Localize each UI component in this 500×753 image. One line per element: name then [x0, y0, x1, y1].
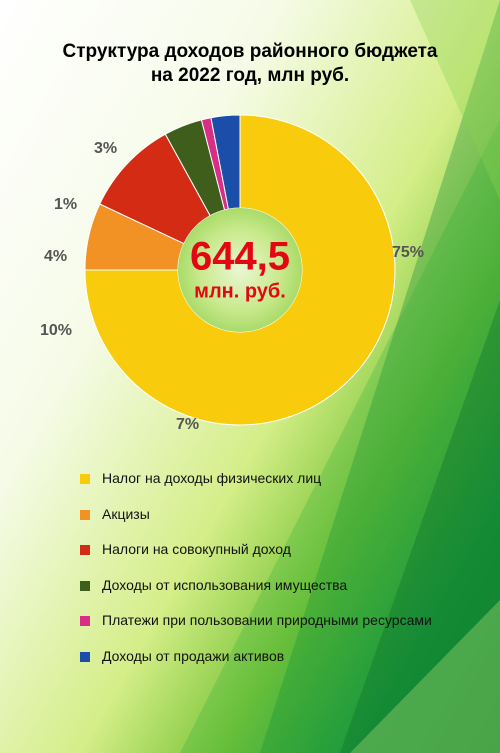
legend-label: Налоги на совокупный доход	[102, 541, 291, 559]
pct-label: 7%	[176, 416, 199, 434]
legend-label: Налог на доходы физических лиц	[102, 470, 321, 488]
pct-label: 75%	[392, 244, 424, 262]
legend-swatch	[80, 652, 90, 662]
pct-label: 4%	[44, 248, 67, 266]
legend-item: Доходы от продажи активов	[80, 648, 460, 666]
pct-label: 3%	[94, 140, 117, 158]
center-unit: млн. руб.	[190, 281, 290, 304]
legend-label: Платежи при пользовании природными ресур…	[102, 612, 432, 630]
legend-item: Акцизы	[80, 506, 460, 524]
legend-swatch	[80, 510, 90, 520]
title-line2: на 2022 год, млн руб.	[151, 65, 349, 86]
donut-chart: 644,5 млн. руб.	[70, 100, 410, 440]
legend-label: Акцизы	[102, 506, 150, 524]
legend-item: Доходы от использования имущества	[80, 577, 460, 595]
legend-item: Налоги на совокупный доход	[80, 541, 460, 559]
legend-swatch	[80, 616, 90, 626]
center-value: 644,5	[190, 237, 290, 277]
pct-label: 1%	[54, 196, 77, 214]
legend-item: Платежи при пользовании природными ресур…	[80, 612, 460, 630]
chart-title: Структура доходов районного бюджета на 2…	[0, 40, 500, 88]
legend-swatch	[80, 474, 90, 484]
title-line1: Структура доходов районного бюджета	[62, 41, 437, 62]
legend-swatch	[80, 545, 90, 555]
legend-label: Доходы от продажи активов	[102, 648, 284, 666]
legend-item: Налог на доходы физических лиц	[80, 470, 460, 488]
legend: Налог на доходы физических лиц Акцизы Нало…	[80, 470, 460, 683]
chart-center-label: 644,5 млн. руб.	[190, 237, 290, 304]
page: Структура доходов районного бюджета на 2…	[0, 0, 500, 753]
legend-swatch	[80, 581, 90, 591]
pct-label: 10%	[40, 322, 72, 340]
legend-label: Доходы от использования имущества	[102, 577, 347, 595]
